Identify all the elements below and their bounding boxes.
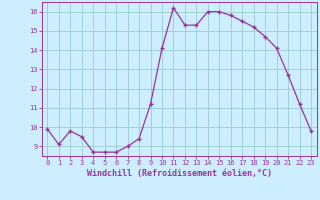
X-axis label: Windchill (Refroidissement éolien,°C): Windchill (Refroidissement éolien,°C) (87, 169, 272, 178)
